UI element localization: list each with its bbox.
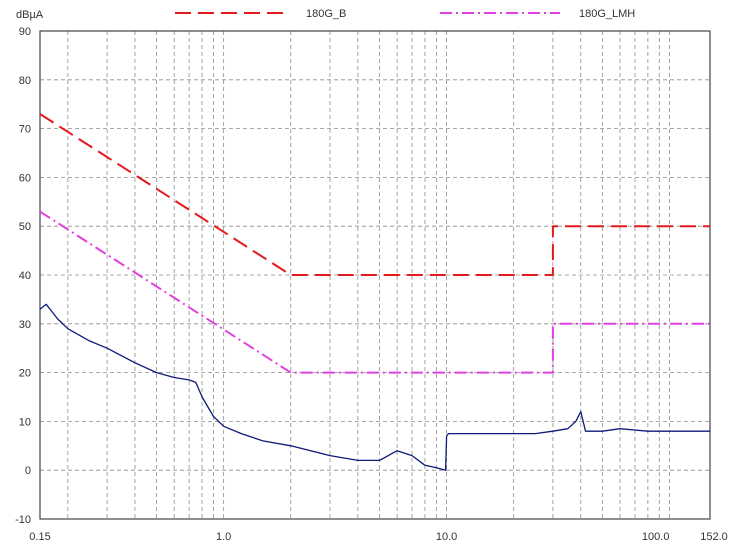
y-tick-label: 30 <box>19 319 31 331</box>
y-tick-label: 60 <box>19 172 31 184</box>
y-tick-label: 50 <box>19 221 31 233</box>
x-tick-label: 100.0 <box>642 531 670 543</box>
y-tick-label: 70 <box>19 124 31 136</box>
axes: 90 80 70 60 50 40 30 20 10 0 -10 0.15 1.0 10.0 100.0 15… <box>15 26 728 543</box>
series-180g-lmh-line <box>39 210 710 374</box>
y-tick-label: 40 <box>19 270 31 282</box>
y-tick-label: -10 <box>15 514 31 526</box>
plot-frame <box>39 30 711 520</box>
y-tick-label: 0 <box>25 465 31 477</box>
y-unit-label: dBµA <box>16 9 44 21</box>
grid <box>40 30 710 520</box>
legend-label-180g-lmh: 180G_LMH <box>579 8 635 20</box>
y-tick-label: 20 <box>19 368 31 380</box>
y-tick-label: 90 <box>19 26 31 38</box>
x-tick-label: 10.0 <box>436 531 457 543</box>
y-tick-label: 10 <box>19 416 31 428</box>
y-tick-label: 80 <box>19 75 31 87</box>
x-tick-label: 1.0 <box>216 531 231 543</box>
series-layer <box>39 113 710 471</box>
x-tick-label: 0.15 <box>29 531 50 543</box>
legend-label-180g-b: 180G_B <box>306 8 346 20</box>
x-tick-label: 152.0 <box>700 531 728 543</box>
series-measurement-line <box>39 303 710 471</box>
legend: 180G_B 180G_LMH <box>175 8 635 20</box>
series-180g-b-line <box>39 113 710 276</box>
